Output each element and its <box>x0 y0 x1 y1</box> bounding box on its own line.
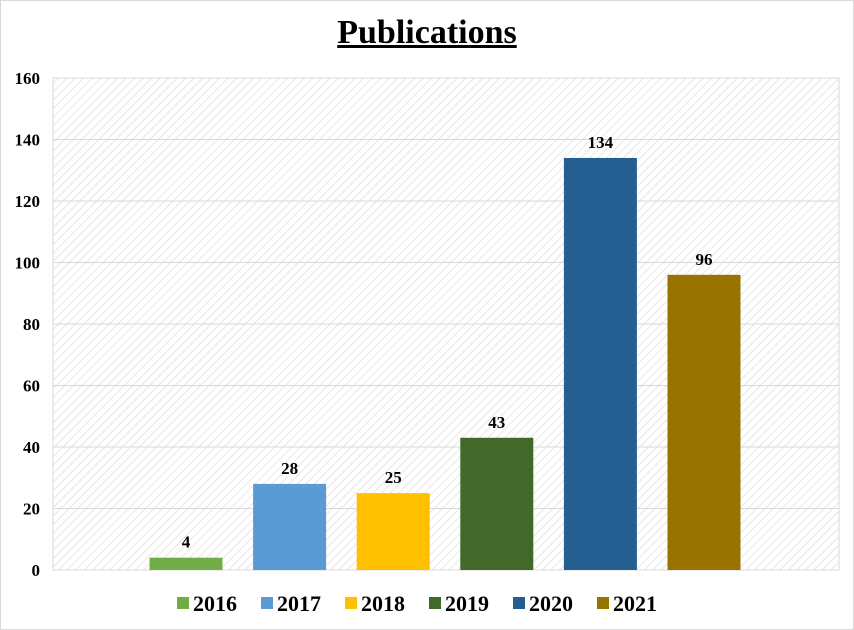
legend-swatch <box>261 597 273 609</box>
y-tick-label: 60 <box>23 377 40 396</box>
y-tick-label: 100 <box>15 254 41 273</box>
bar <box>149 557 223 570</box>
legend-swatch <box>345 597 357 609</box>
y-tick-label: 20 <box>23 500 40 519</box>
legend-label: 2017 <box>277 591 321 616</box>
y-tick-label: 80 <box>23 315 40 334</box>
legend-swatch <box>429 597 441 609</box>
legend-swatch <box>597 597 609 609</box>
legend-label: 2019 <box>445 591 489 616</box>
data-label: 134 <box>588 133 614 152</box>
y-tick-label: 0 <box>32 561 41 580</box>
legend-label: 2020 <box>529 591 573 616</box>
legend-label: 2016 <box>193 591 237 616</box>
bar <box>253 483 327 570</box>
legend-label: 2018 <box>361 591 405 616</box>
y-tick-label: 140 <box>15 131 41 150</box>
data-label: 96 <box>696 250 713 269</box>
y-tick-label: 120 <box>15 192 41 211</box>
data-label: 28 <box>281 459 298 478</box>
bar <box>667 274 741 570</box>
legend-swatch <box>513 597 525 609</box>
bar <box>356 493 430 570</box>
data-label: 25 <box>385 468 402 487</box>
bar <box>563 157 637 570</box>
bar <box>460 437 534 570</box>
legend-label: 2021 <box>613 591 657 616</box>
data-label: 43 <box>488 413 505 432</box>
y-tick-label: 40 <box>23 438 40 457</box>
y-tick-label: 160 <box>15 69 41 88</box>
chart-title: Publications <box>337 14 517 51</box>
legend-swatch <box>177 597 189 609</box>
data-label: 4 <box>182 533 191 552</box>
